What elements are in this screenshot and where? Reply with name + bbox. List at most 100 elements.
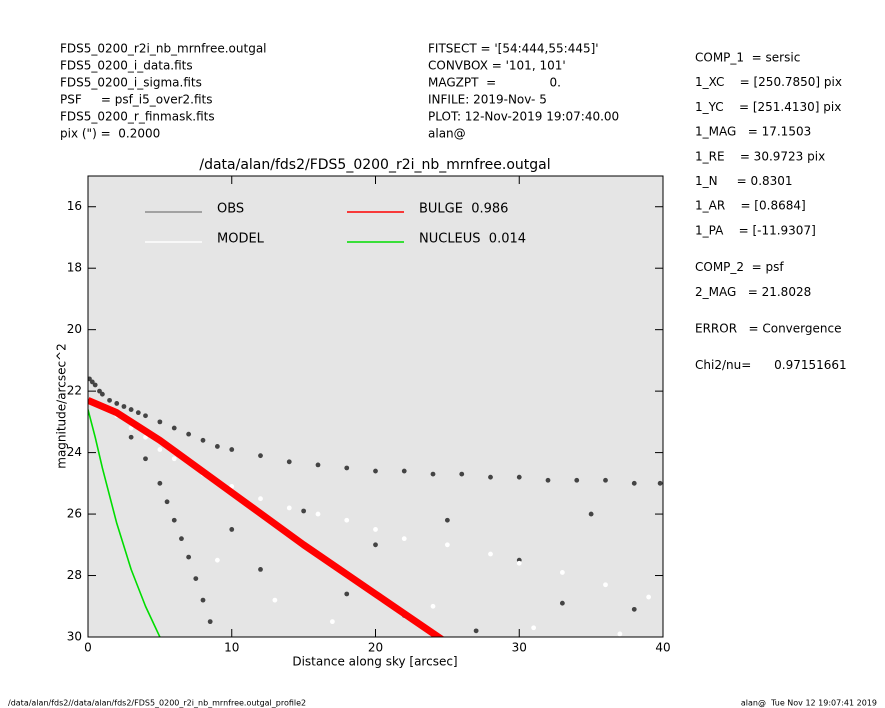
fit-parameter: 2_MAG = 21.8028 [695, 285, 811, 299]
data-point [229, 527, 235, 532]
x-tick-label: 20 [368, 641, 383, 655]
data-point [128, 425, 134, 431]
y-tick-label: 20 [67, 322, 82, 336]
data-point [603, 477, 608, 483]
data-point [258, 566, 263, 572]
header-left-line: FDS5_0200_r2i_nb_mrnfree.outgal [60, 42, 267, 56]
data-point [258, 496, 263, 502]
header-center-line: CONVBOX = '101, 101' [428, 59, 566, 73]
header-left-line: pix (") = 0.2000 [60, 127, 160, 141]
data-point [157, 480, 163, 486]
data-point [114, 401, 120, 406]
y-tick-label: 30 [67, 630, 82, 644]
data-point [97, 388, 102, 394]
fit-parameter: ERROR = Convergence [695, 322, 841, 336]
y-tick-label: 22 [67, 384, 82, 398]
data-point [631, 480, 637, 486]
data-point [315, 462, 321, 468]
data-point [459, 471, 465, 477]
data-point [200, 597, 206, 603]
data-point [99, 391, 105, 397]
data-point [373, 468, 378, 474]
data-point [214, 444, 220, 449]
header-center-line: MAGZPT = 0. [428, 76, 561, 90]
header-center-line: INFILE: 2019-Nov- 5 [428, 93, 547, 107]
y-tick-label: 18 [67, 261, 82, 275]
data-point [430, 603, 436, 609]
data-point [301, 508, 307, 514]
fit-parameter: 1_MAG = 17.1503 [695, 125, 811, 139]
data-point [603, 582, 608, 588]
data-point [92, 382, 98, 388]
data-point [401, 468, 407, 474]
data-point [516, 474, 522, 480]
fit-parameter: 1_RE = 30.9723 pix [695, 149, 825, 163]
data-point [344, 517, 350, 523]
legend-label: BULGE 0.986 [419, 202, 508, 217]
data-point [657, 480, 663, 486]
data-point [401, 536, 407, 542]
header-center-line: PLOT: 12-Nov-2019 19:07:40.00 [428, 110, 619, 124]
y-tick-label: 28 [67, 568, 82, 582]
data-point [135, 410, 141, 416]
data-point [171, 425, 177, 431]
data-point [107, 397, 112, 403]
y-axis-label: magnitude/arcsec^2 [55, 343, 69, 469]
model-line [88, 397, 445, 637]
data-point [646, 594, 652, 600]
x-axis-label: Distance along sky [arcsec] [292, 655, 457, 669]
legend-label: NUCLEUS 0.014 [419, 232, 526, 247]
data-point [207, 619, 213, 625]
data-point [488, 551, 493, 557]
data-point [531, 625, 537, 631]
data-point [258, 453, 263, 459]
chart-title: /data/alan/fds2/FDS5_0200_r2i_nb_mrnfree… [199, 157, 550, 173]
x-tick-label: 30 [512, 641, 527, 655]
data-point [157, 447, 163, 452]
data-point [229, 447, 235, 452]
fit-parameter: Chi2/nu= 0.97151661 [695, 358, 847, 372]
header-center-line: alan@ [428, 127, 466, 141]
fit-parameter: 1_YC = [251.4130] pix [695, 100, 841, 114]
data-point [516, 560, 522, 566]
data-point [617, 631, 623, 637]
data-point [164, 499, 170, 505]
header-left-line: FDS5_0200_r_finmask.fits [60, 110, 215, 124]
header-center-line: FITSECT = '[54:444,55:445]' [428, 42, 599, 56]
data-point [545, 477, 551, 483]
data-point [373, 527, 378, 532]
data-point [128, 434, 134, 440]
x-tick-label: 40 [655, 641, 670, 655]
data-point [488, 474, 493, 480]
data-point [574, 477, 580, 483]
data-point [344, 591, 350, 597]
data-point [171, 517, 177, 523]
data-point [315, 511, 321, 517]
x-tick-label: 0 [84, 641, 92, 655]
data-point [444, 542, 450, 548]
header-left-line: FDS5_0200_i_data.fits [60, 59, 193, 73]
header-left-line: FDS5_0200_i_sigma.fits [60, 76, 202, 90]
fit-parameter: 1_PA = [-11.9307] [695, 223, 816, 237]
plot-marks [88, 376, 663, 637]
data-point [171, 456, 177, 462]
data-point [193, 576, 199, 582]
data-point [186, 431, 192, 437]
data-point [272, 597, 278, 603]
x-tick-label: 10 [224, 641, 239, 655]
plot-area [88, 176, 663, 637]
data-point [89, 379, 95, 385]
data-point [344, 465, 350, 471]
fit-parameter: 1_AR = [0.8684] [695, 199, 806, 213]
fit-parameter: 1_N = 0.8301 [695, 174, 793, 188]
data-point [329, 619, 335, 625]
data-point [143, 456, 148, 462]
data-point [214, 557, 220, 563]
data-point [143, 413, 148, 419]
y-tick-label: 24 [67, 445, 82, 459]
footer-left: /data/alan/fds2//data/alan/fds2/FDS5_020… [8, 699, 306, 708]
footer-right: alan@ Tue Nov 12 19:07:41 2019 [741, 699, 877, 708]
data-point [559, 600, 565, 606]
data-point [588, 511, 594, 517]
y-tick-label: 26 [67, 507, 82, 521]
